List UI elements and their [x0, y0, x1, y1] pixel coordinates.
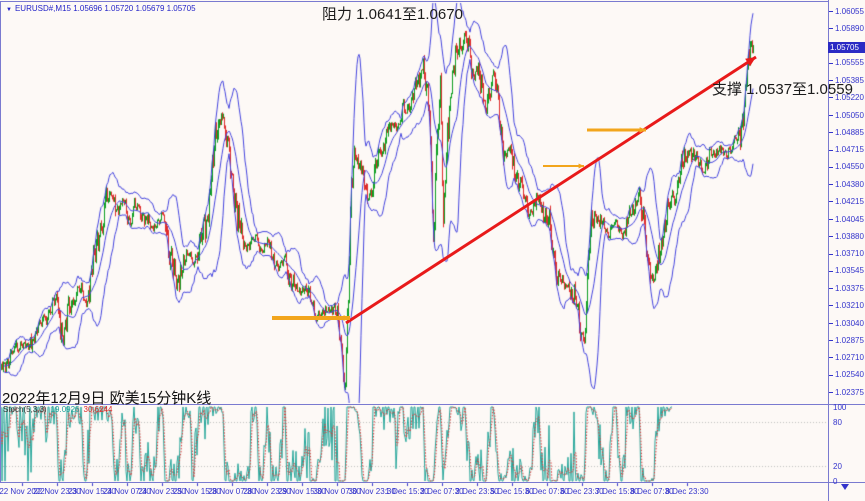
stoch-scale-label: 20: [833, 462, 842, 472]
time-tick-label: 30 Nov 23:30: [348, 487, 396, 496]
time-tick-label: 6 Dec 23:30: [560, 487, 604, 496]
price-tick-label: 1.04215: [829, 197, 864, 206]
chart-top-border: [0, 1, 828, 2]
chart-left-border: [0, 1, 1, 482]
time-tick-label: 28 Nov 23:30: [243, 487, 291, 496]
symbol-ohlc-text: EURUSD#,M15 1.05696 1.05720 1.05679 1.05…: [14, 4, 196, 13]
time-tick-label: 8 Dec 07:30: [630, 487, 674, 496]
stoch-scale-label: 80: [833, 417, 842, 427]
price-tick-label: 1.04045: [829, 215, 864, 224]
price-tick-label: 1.05385: [829, 76, 864, 85]
stoch-signal-value: 30.6244: [83, 405, 113, 414]
price-tick-label: 1.05220: [829, 93, 864, 102]
chart-caption: 2022年12月9日 欧美15分钟K线: [2, 390, 212, 407]
price-tick-label: 1.03710: [829, 249, 864, 258]
time-tick-label: 22 Nov 2022: [0, 487, 45, 496]
time-tick-label: 1 Dec 15:30: [385, 487, 429, 496]
time-tick-label: 24 Nov 23:30: [138, 487, 186, 496]
time-tick-label: 23 Nov 15:30: [68, 487, 116, 496]
time-tick-label: 29 Nov 15:30: [278, 487, 326, 496]
time-tick-label: 7 Dec 15:30: [595, 487, 639, 496]
stoch-name: Stoch(5,3,3): [3, 405, 47, 414]
chart-shift-marker-icon: [841, 484, 849, 490]
time-tick-label: 8 Dec 23:30: [665, 487, 709, 496]
price-tick-label: 1.06055: [829, 7, 864, 16]
price-tick-label: 1.03210: [829, 301, 864, 310]
price-tick-label: 1.02375: [829, 388, 864, 397]
time-tick-label: 30 Nov 07:30: [313, 487, 361, 496]
price-tick-label: 1.04885: [829, 128, 864, 137]
price-tick-label: 1.02710: [829, 353, 864, 362]
support-annotation: 支撑 1.0537至1.0559: [712, 81, 853, 98]
stoch-main-value: 19.0926: [50, 405, 80, 414]
price-tick-label: 1.05050: [829, 111, 864, 120]
price-tick-label: 1.03375: [829, 284, 864, 293]
time-tick-label: 2 Dec 07:30: [420, 487, 464, 496]
price-axis-border: [828, 0, 829, 501]
price-tick-label: 1.03545: [829, 266, 864, 275]
indicator-separator: [0, 404, 865, 405]
time-tick-label: 24 Nov 07:30: [103, 487, 151, 496]
price-tick-label: 1.05890: [829, 24, 864, 33]
price-tick-label: 1.03040: [829, 319, 864, 328]
time-tick-label: 6 Dec 07:30: [525, 487, 569, 496]
symbol-dropdown-icon[interactable]: ▼: [6, 7, 12, 13]
price-tick-label: 1.03880: [829, 232, 864, 241]
price-tick-label: 1.04550: [829, 162, 864, 171]
price-tick-label: 1.02875: [829, 336, 864, 345]
price-tick-label: 1.05555: [829, 58, 864, 67]
price-tick-label: 1.04715: [829, 145, 864, 154]
price-tick-label: 1.02540: [829, 370, 864, 379]
time-tick-label: 2 Dec 23:30: [455, 487, 499, 496]
stoch-scale-label: 0: [833, 477, 838, 486]
stoch-scale-label: 100: [833, 403, 847, 412]
stochastic-indicator-label: Stoch(5,3,3) 19.0926 30.6244: [3, 405, 112, 414]
time-tick-label: 5 Dec 15:30: [490, 487, 534, 496]
time-axis-separator: [0, 482, 865, 483]
price-tick-label: 1.04380: [829, 180, 864, 189]
time-tick-label: 28 Nov 07:30: [208, 487, 256, 496]
symbol-ohlc-readout[interactable]: ▼ EURUSD#,M15 1.05696 1.05720 1.05679 1.0…: [6, 4, 196, 13]
current-price-badge: 1.05705: [828, 41, 865, 53]
resistance-annotation: 阻力 1.0641至1.0670: [322, 6, 463, 23]
time-tick-label: 25 Nov 15:30: [173, 487, 221, 496]
time-tick-label: 22 Nov 23:30: [33, 487, 81, 496]
